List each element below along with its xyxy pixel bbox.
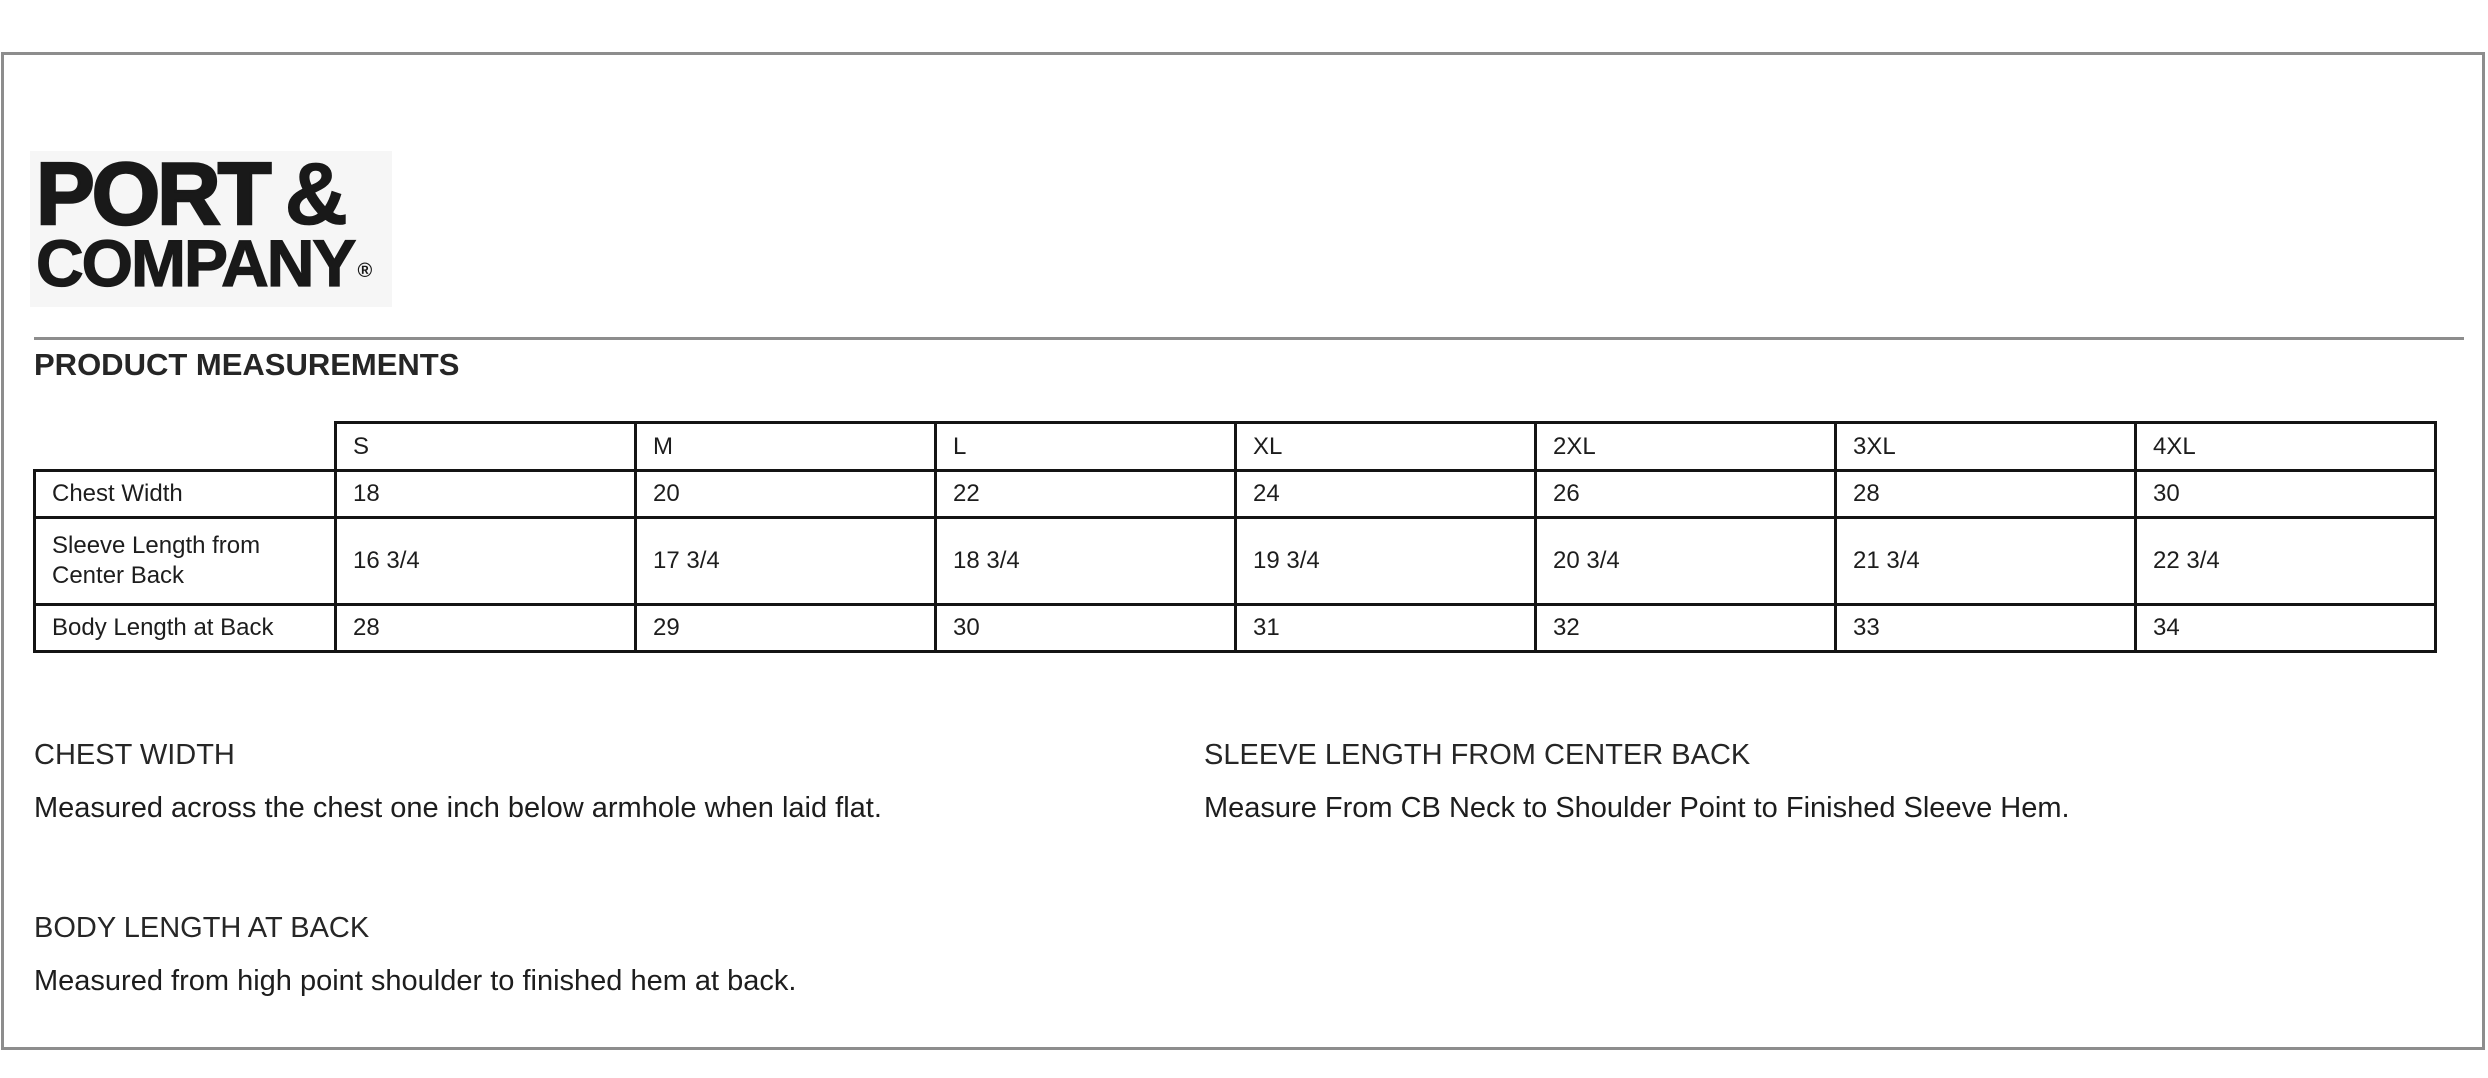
- size-col-header-xl: XL: [1234, 421, 1537, 472]
- measurement-cell: 24: [1234, 469, 1537, 519]
- definition-heading: SLEEVE LENGTH FROM CENTER BACK: [1204, 739, 1751, 771]
- definition-chest-width: CHEST WIDTH Measured across the chest on…: [34, 738, 1134, 825]
- size-col-header-l: L: [934, 421, 1237, 472]
- measurement-cell: 18: [334, 469, 637, 519]
- measurement-cell: 30: [934, 603, 1237, 653]
- measurement-cell: 30: [2134, 469, 2437, 519]
- definition-heading: CHEST WIDTH: [34, 739, 235, 771]
- measurement-cell: 21 3/4: [1834, 516, 2137, 606]
- row-label-sleeve-length: Sleeve Length from Center Back: [33, 516, 337, 606]
- table-row-body-length: Body Length at Back 28 29 30 31 32 33 34: [33, 603, 2437, 653]
- measurement-cell: 22 3/4: [2134, 516, 2437, 606]
- size-col-header-2xl: 2XL: [1534, 421, 1837, 472]
- row-label-text: Body Length at Back: [52, 614, 274, 641]
- horizontal-divider: [34, 337, 2464, 340]
- brand-logo-line2: COMPANY ®: [35, 229, 373, 301]
- brand-ampersand: &: [284, 144, 348, 243]
- table-corner-blank: [35, 423, 336, 471]
- measurement-cell: 20: [634, 469, 937, 519]
- row-label-body-length: Body Length at Back: [33, 603, 337, 653]
- table-row-sleeve-length: Sleeve Length from Center Back 16 3/4 17…: [33, 516, 2437, 606]
- measurement-cell: 17 3/4: [634, 516, 937, 606]
- definition-text: Measure From CB Neck to Shoulder Point t…: [1204, 792, 2070, 824]
- size-chart-table: S M L XL 2XL 3XL 4XL Chest Width 18 20 2…: [33, 421, 2437, 653]
- definition-heading: BODY LENGTH AT BACK: [34, 912, 370, 944]
- brand-word-company: COMPANY: [35, 226, 357, 300]
- measurement-cell: 34: [2134, 603, 2437, 653]
- measurement-cell: 33: [1834, 603, 2137, 653]
- measurement-cell: 16 3/4: [334, 516, 637, 606]
- row-label-text: Sleeve Length from Center Back: [52, 532, 261, 589]
- measurement-cell: 28: [1834, 469, 2137, 519]
- definition-text: Measured across the chest one inch below…: [34, 792, 882, 824]
- size-header-row: S M L XL 2XL 3XL 4XL: [35, 421, 2437, 472]
- definition-sleeve-length: SLEEVE LENGTH FROM CENTER BACK Measure F…: [1204, 738, 2304, 825]
- definition-body-length: BODY LENGTH AT BACK Measured from high p…: [34, 911, 1134, 998]
- size-col-header-m: M: [634, 421, 937, 472]
- row-label-text: Chest Width: [52, 480, 183, 507]
- measurement-cell: 19 3/4: [1234, 516, 1537, 606]
- measurement-cell: 26: [1534, 469, 1837, 519]
- measurement-cell: 28: [334, 603, 637, 653]
- measurement-cell: 32: [1534, 603, 1837, 653]
- row-label-chest-width: Chest Width: [33, 469, 337, 519]
- measurement-cell: 22: [934, 469, 1237, 519]
- section-title: PRODUCT MEASUREMENTS: [34, 347, 460, 382]
- registered-trademark-icon: ®: [357, 260, 373, 282]
- brand-word-port: PORT: [35, 144, 273, 243]
- size-col-header-3xl: 3XL: [1834, 421, 2137, 472]
- measurement-cell: 20 3/4: [1534, 516, 1837, 606]
- size-col-header-4xl: 4XL: [2134, 421, 2437, 472]
- measurement-cell: 29: [634, 603, 937, 653]
- table-row-chest-width: Chest Width 18 20 22 24 26 28 30: [33, 469, 2437, 519]
- page-border-frame: PORT & COMPANY ® PRODUCT MEASUREMENTS S M …: [1, 52, 2485, 1050]
- measurement-cell: 18 3/4: [934, 516, 1237, 606]
- brand-logo-line1: PORT &: [35, 148, 372, 239]
- size-col-header-s: S: [334, 421, 637, 472]
- brand-logo: PORT & COMPANY ®: [30, 148, 393, 307]
- measurement-cell: 31: [1234, 603, 1537, 653]
- definition-text: Measured from high point shoulder to fin…: [34, 965, 797, 997]
